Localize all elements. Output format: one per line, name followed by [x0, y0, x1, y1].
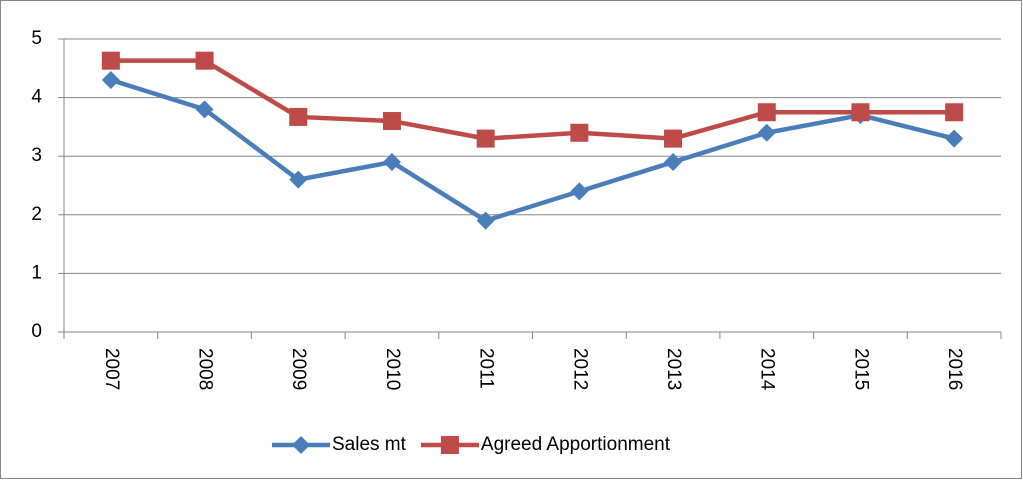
y-tick-label: 2	[31, 204, 42, 225]
data-point	[476, 211, 495, 230]
x-tick-label: 2011	[476, 348, 497, 389]
x-tick-label: 2012	[569, 348, 590, 390]
data-point	[195, 100, 214, 119]
data-point	[757, 103, 776, 122]
x-tick-label: 2010	[382, 348, 403, 390]
x-tick-label: 2007	[101, 348, 122, 390]
data-point	[101, 71, 120, 90]
data-point	[851, 103, 870, 122]
data-point	[195, 51, 214, 70]
data-point	[382, 112, 401, 131]
data-point	[664, 129, 683, 148]
y-tick-label: 4	[31, 87, 42, 108]
x-tick-label: 2013	[663, 348, 684, 390]
data-point	[945, 103, 964, 122]
series-line	[110, 77, 955, 223]
x-tick-label: 2015	[850, 348, 871, 390]
y-tick-label: 1	[31, 262, 42, 283]
data-point	[664, 153, 683, 172]
y-tick-label: 0	[31, 321, 42, 342]
legend-label: Sales mt	[332, 434, 407, 455]
series-line	[110, 58, 955, 141]
data-point	[289, 107, 308, 126]
x-tick-label: 2008	[195, 348, 216, 390]
data-point	[570, 182, 589, 201]
legend-marker	[440, 436, 459, 454]
legend-label: Agreed Apportionment	[481, 434, 671, 455]
data-point	[101, 51, 120, 70]
data-point	[945, 129, 964, 148]
y-tick-label: 3	[31, 145, 42, 166]
x-tick-label: 2016	[944, 348, 965, 390]
data-point	[757, 123, 776, 142]
data-point	[382, 153, 401, 172]
data-point	[476, 129, 495, 148]
x-tick-label: 2009	[288, 348, 309, 390]
data-point	[289, 170, 308, 189]
x-tick-label: 2014	[757, 348, 778, 391]
data-point	[570, 123, 589, 142]
y-tick-label: 5	[31, 28, 42, 49]
legend-marker	[292, 436, 310, 454]
